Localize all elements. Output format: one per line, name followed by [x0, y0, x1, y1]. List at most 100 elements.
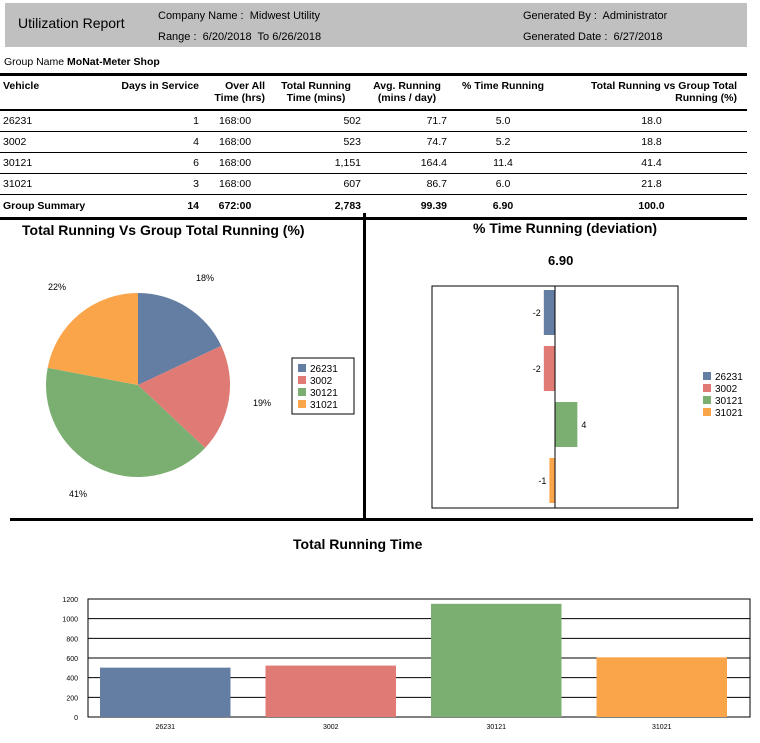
legend-label-3002: 3002 [310, 376, 333, 387]
legend-swatch-31021 [703, 408, 711, 416]
cell: 31021 [0, 173, 116, 195]
deviation-chart-title: % Time Running (deviation) [473, 220, 658, 236]
group-name: Group Name MoNat-Meter Shop [4, 56, 160, 68]
bar-chart-title: Total Running Time [293, 536, 423, 552]
group-value: MoNat-Meter Shop [67, 56, 160, 68]
cell: 168:00 [202, 131, 268, 153]
cell: 3 [116, 173, 202, 195]
range-label: Range : [158, 31, 197, 43]
cell: 1,151 [268, 152, 364, 174]
cell: 168:00 [202, 173, 268, 195]
cell: 4 [116, 131, 202, 153]
pie-slice-30121 [45, 367, 206, 478]
deviation-label-3002: -2 [533, 364, 541, 374]
horizontal-divider [10, 518, 753, 521]
cell: 6 [116, 152, 202, 174]
range-from: 6/20/2018 [202, 31, 252, 43]
bar-30121 [431, 603, 562, 717]
x-tick-30121: 30121 [487, 724, 507, 731]
legend-label-26231: 26231 [310, 364, 338, 375]
col-vs-group: Total Running vs Group Total Running (%) [556, 74, 747, 111]
company-label: Company Name : [158, 10, 244, 22]
cell: 41.4 [556, 152, 747, 174]
generated-date: Generated Date : 6/27/2018 [523, 31, 662, 43]
cell: 5.0 [450, 110, 556, 132]
y-tick-200: 200 [66, 695, 78, 702]
summary-row: Group Summary 14 672:00 2,783 99.39 6.90 100.0 [0, 194, 747, 220]
deviation-label-30121: 4 [581, 420, 586, 430]
cell: 1 [116, 110, 202, 132]
range-to: 6/26/2018 [272, 31, 322, 43]
cell: 21.8 [556, 173, 747, 195]
cell: 2,783 [268, 194, 364, 220]
legend-label-31021: 31021 [310, 400, 338, 411]
legend-label-31021: 31021 [715, 408, 743, 419]
company-value: Midwest Utility [249, 10, 321, 22]
table-header: Vehicle Days in Service Over All Time (h… [0, 74, 747, 111]
y-tick-1000: 1000 [62, 617, 78, 624]
legend-label-30121: 30121 [715, 396, 743, 407]
cell: 86.7 [364, 173, 450, 195]
cell: 99.39 [364, 194, 450, 220]
legend-swatch-30121 [298, 388, 306, 396]
table-row: 26231 1 168:00 502 71.7 5.0 18.0 [0, 110, 747, 132]
col-days: Days in Service [116, 74, 202, 111]
bar-3002 [265, 665, 396, 717]
legend-swatch-3002 [298, 376, 306, 384]
col-total-running: Total Running Time (mins) [268, 74, 364, 111]
utilization-table: Vehicle Days in Service Over All Time (h… [0, 73, 747, 220]
x-tick-3002: 3002 [323, 724, 339, 731]
cell: 14 [116, 194, 202, 220]
cell: Group Summary [0, 194, 116, 220]
legend-label-26231: 26231 [715, 372, 743, 383]
cell: 6.90 [450, 194, 556, 220]
range-to-label: To [257, 31, 270, 43]
legend-swatch-31021 [298, 400, 306, 408]
pie-label-3002: 19% [253, 398, 271, 408]
cell: 3002 [0, 131, 116, 153]
legend-swatch-30121 [703, 396, 711, 404]
deviation-bar-26231 [543, 290, 555, 335]
group-label: Group Name [4, 56, 65, 68]
y-tick-1200: 1200 [62, 597, 78, 604]
generated-by-label: Generated By : [523, 10, 597, 22]
col-pct-time: % Time Running [450, 74, 556, 111]
vertical-divider [363, 213, 366, 520]
cell: 74.7 [364, 131, 450, 153]
pie-label-30121: 41% [69, 489, 87, 499]
x-tick-31021: 31021 [652, 724, 672, 731]
table-row: 30121 6 168:00 1,151 164.4 11.4 41.4 [0, 152, 747, 174]
legend-swatch-26231 [298, 364, 306, 372]
range: Range : 6/20/2018 To 6/26/2018 [158, 31, 321, 43]
table-row: 3002 4 168:00 523 74.7 5.2 18.8 [0, 131, 747, 153]
generated-by: Generated By : Administrator [523, 10, 667, 22]
legend-label-30121: 30121 [310, 388, 338, 399]
deviation-bar-31021 [549, 458, 555, 503]
pie-label-26231: 18% [196, 273, 214, 283]
y-tick-0: 0 [74, 715, 78, 722]
table-row: 31021 3 168:00 607 86.7 6.0 21.8 [0, 173, 747, 195]
col-vehicle: Vehicle [0, 74, 116, 111]
deviation-bar-30121 [555, 402, 578, 447]
cell: 168:00 [202, 110, 268, 132]
deviation-bar-3002 [543, 346, 555, 391]
report-title: Utilization Report [18, 15, 125, 31]
y-tick-400: 400 [66, 676, 78, 683]
pie-slice-3002 [138, 345, 231, 448]
cell: 30121 [0, 152, 116, 174]
cell: 100.0 [556, 194, 747, 220]
cell: 71.7 [364, 110, 450, 132]
pie-slice-26231 [138, 293, 222, 385]
col-avg-running: Avg. Running (mins / day) [364, 74, 450, 111]
legend-swatch-3002 [703, 384, 711, 392]
deviation-subtitle: 6.90 [548, 253, 574, 268]
deviation-label-31021: -1 [538, 476, 546, 486]
pie-slice-31021 [47, 293, 138, 385]
cell: 18.8 [556, 131, 747, 153]
cell: 5.2 [450, 131, 556, 153]
cell: 168:00 [202, 152, 268, 174]
cell: 672:00 [202, 194, 268, 220]
pie-chart-title: Total Running Vs Group Total Running (%) [22, 222, 305, 238]
x-tick-26231: 26231 [156, 724, 176, 731]
